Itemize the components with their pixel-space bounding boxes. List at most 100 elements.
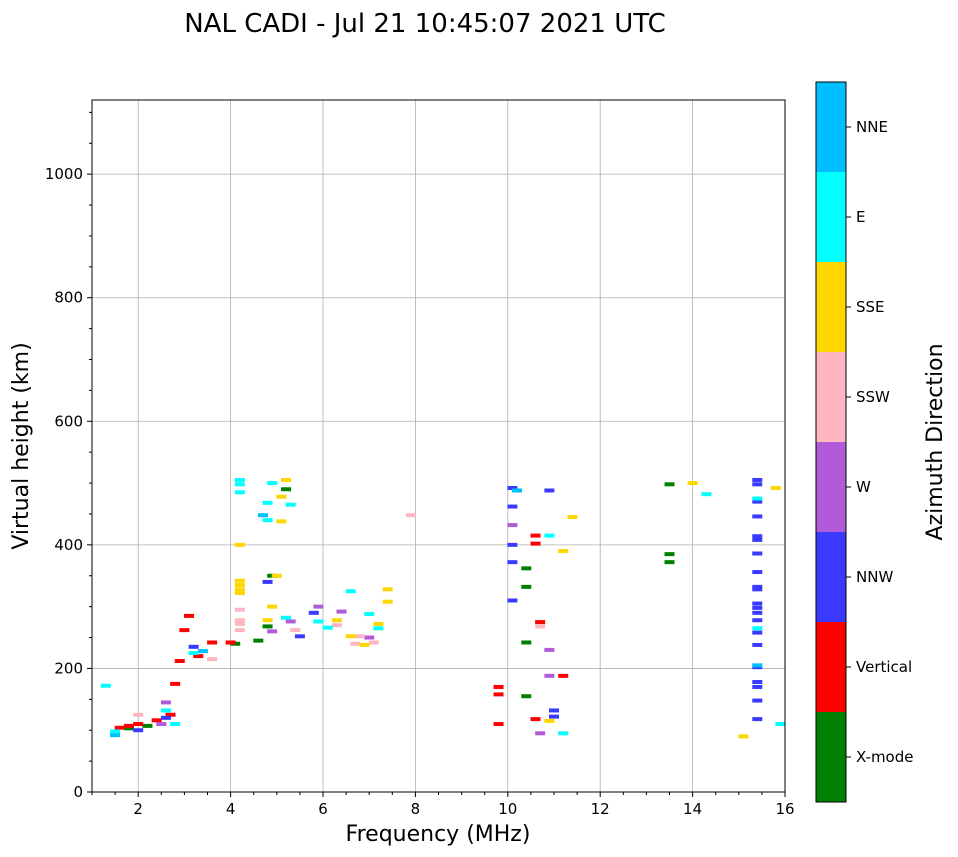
data-point	[521, 584, 532, 589]
data-point	[752, 717, 763, 722]
x-tick-label: 12	[591, 800, 610, 818]
data-point	[160, 715, 171, 720]
data-point	[285, 619, 296, 624]
data-point	[752, 584, 763, 589]
data-point	[110, 729, 121, 734]
data-point	[558, 673, 569, 678]
series-sse	[234, 477, 781, 739]
colorbar-frame	[815, 81, 847, 803]
data-point	[165, 712, 176, 717]
data-point	[179, 628, 190, 633]
x-axis-label: Frequency (MHz)	[346, 822, 531, 847]
data-point	[507, 598, 518, 603]
data-point	[234, 583, 245, 588]
data-point	[373, 621, 384, 626]
data-point	[276, 519, 287, 524]
colorbar-segment	[816, 82, 846, 172]
data-point	[549, 714, 559, 719]
data-point	[530, 717, 541, 722]
data-point	[123, 723, 134, 728]
data-point	[382, 599, 393, 604]
data-point	[507, 523, 518, 528]
data-point	[535, 731, 546, 736]
data-point	[752, 477, 763, 482]
data-point	[775, 722, 786, 727]
colorbar-segment	[816, 172, 846, 262]
data-point	[530, 533, 541, 538]
data-point	[535, 624, 546, 629]
data-point	[313, 604, 324, 609]
data-point	[253, 638, 264, 643]
data-point	[170, 681, 181, 686]
data-point	[752, 601, 763, 606]
data-point	[184, 613, 195, 618]
data-point	[507, 542, 518, 547]
data-point	[752, 570, 763, 575]
data-point	[336, 609, 347, 614]
data-point	[267, 604, 278, 609]
data-point	[133, 728, 144, 733]
data-point	[350, 641, 361, 646]
data-point	[507, 560, 518, 565]
data-point	[544, 673, 555, 678]
data-point	[133, 712, 144, 717]
data-point	[752, 610, 763, 615]
series-x-mode	[123, 482, 675, 731]
colorbar-tick-label: NNE	[856, 118, 888, 136]
data-point	[262, 624, 273, 629]
data-point	[664, 560, 675, 565]
data-point	[752, 630, 763, 635]
x-tick-label: 14	[683, 800, 702, 818]
y-tick-label: 1000	[45, 165, 83, 183]
data-point	[100, 683, 111, 688]
colorbar-segment	[816, 712, 846, 802]
data-point	[156, 722, 167, 727]
data-point	[170, 722, 181, 727]
data-point	[752, 534, 763, 539]
data-point	[752, 698, 763, 703]
colorbar-segment	[816, 352, 846, 442]
data-point	[345, 634, 356, 639]
data-point	[322, 625, 333, 630]
chart-title: NAL CADI - Jul 21 10:45:07 2021 UTC	[184, 9, 666, 39]
data-point	[752, 514, 763, 519]
data-point	[234, 578, 245, 583]
data-point	[354, 634, 365, 639]
data-point	[234, 618, 245, 623]
data-point	[382, 587, 393, 592]
data-point	[267, 481, 278, 486]
data-point	[687, 481, 698, 486]
data-point	[262, 500, 273, 505]
data-point	[313, 619, 324, 624]
data-point	[308, 610, 319, 615]
colorbar-label: Azimuth Direction	[923, 343, 948, 540]
data-point	[493, 692, 504, 697]
data-point	[193, 654, 204, 659]
data-point	[188, 650, 199, 655]
data-point	[290, 628, 301, 633]
data-point	[114, 725, 125, 730]
series-nne	[110, 488, 763, 738]
data-point	[493, 684, 504, 689]
series-nnw	[133, 477, 763, 733]
colorbar-tick-label: SSE	[856, 298, 885, 316]
data-point	[405, 513, 416, 518]
colorbar-segment	[816, 262, 846, 352]
plot-frame	[91, 99, 786, 793]
series-e	[100, 477, 786, 736]
data-point	[234, 607, 245, 612]
y-tick-label: 800	[54, 289, 83, 307]
data-point	[558, 549, 569, 554]
x-tick-label: 16	[775, 800, 794, 818]
data-point	[664, 552, 675, 557]
colorbar-tick-label: X-mode	[856, 748, 913, 766]
data-point	[345, 589, 356, 594]
data-point	[752, 663, 763, 668]
data-point	[281, 487, 292, 492]
data-point	[752, 587, 763, 592]
data-point	[507, 486, 518, 491]
colorbar-tick-label: NNW	[856, 568, 893, 586]
data-point	[281, 477, 292, 482]
colorbar-tick-label: E	[856, 208, 865, 226]
